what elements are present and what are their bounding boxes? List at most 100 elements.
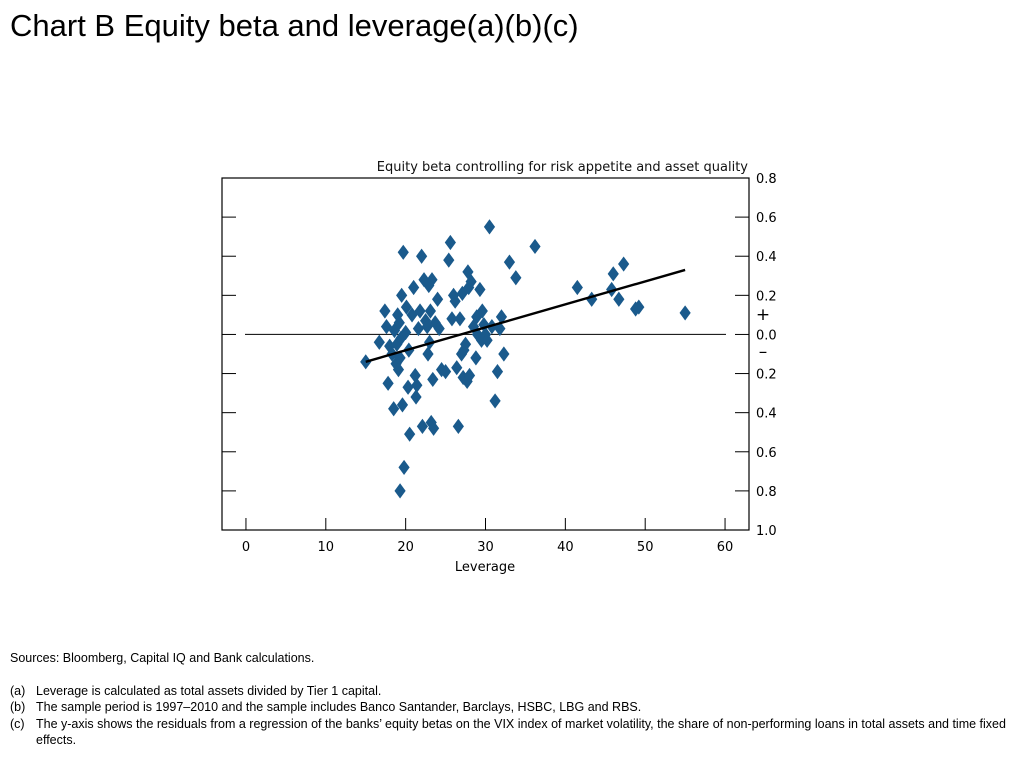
data-point: [461, 373, 473, 389]
data-point: [380, 319, 393, 335]
chart-title: Equity beta controlling for risk appetit…: [377, 160, 749, 175]
data-point: [489, 393, 501, 409]
data-point: [411, 377, 423, 393]
data-point: [422, 346, 434, 362]
data-point: [454, 311, 466, 327]
data-point: [388, 401, 400, 417]
data-point: [424, 303, 437, 319]
data-point: [396, 397, 409, 413]
x-tick-label: 0: [242, 540, 250, 555]
x-tick-label: 60: [717, 540, 734, 555]
data-point: [397, 244, 409, 260]
data-point: [586, 291, 598, 307]
data-point: [478, 317, 490, 333]
data-point: [388, 322, 401, 339]
data-point: [452, 418, 464, 434]
trend-line: [365, 268, 686, 363]
y-tick-label: 0.8: [756, 485, 777, 500]
y-tick-label: 0.4: [756, 250, 777, 265]
footnotes: Sources: Bloomberg, Capital IQ and Bank …: [10, 650, 1010, 749]
sources-note: Sources: Bloomberg, Capital IQ and Bank …: [10, 651, 315, 665]
data-point: [463, 367, 476, 384]
y-axis: 0.8 0.6 0.4 0.2 0.0 0.2 0.4 0.6 0.8 1.0: [222, 172, 777, 539]
data-point: [427, 420, 440, 436]
y-tick-label: 0.2: [756, 289, 777, 304]
data-point: [613, 291, 625, 307]
data-point: [607, 266, 619, 282]
data-point: [462, 264, 474, 280]
data-point: [425, 414, 437, 431]
data-point: [406, 307, 418, 323]
data-point: [382, 375, 394, 391]
data-point: [408, 279, 420, 296]
data-point: [471, 326, 484, 343]
data-point: [451, 360, 463, 376]
data-point: [481, 332, 493, 348]
data-point: [409, 367, 421, 384]
sign-plus: +: [756, 305, 770, 325]
data-point: [449, 293, 461, 309]
data-point: [444, 234, 456, 251]
data-point: [412, 320, 425, 337]
data-point: [421, 319, 433, 335]
data-point: [426, 272, 438, 288]
data-point: [379, 303, 391, 319]
page-title: Chart B Equity beta and leverage(a)(b)(c…: [10, 8, 579, 43]
data-point: [398, 459, 410, 476]
footnote-mark: (a): [10, 683, 26, 698]
scatter-chart: Equity beta controlling for risk appetit…: [221, 160, 777, 575]
data-point: [457, 369, 469, 386]
data-point: [393, 315, 405, 331]
footnote-a: (a) Leverage is calculated as total asse…: [10, 683, 1010, 700]
data-point: [431, 291, 444, 307]
data-point: [392, 362, 405, 378]
data-point: [465, 274, 477, 290]
footnote-b: (b) The sample period is 1997–2010 and t…: [10, 699, 1010, 716]
footnote-mark: (c): [10, 716, 25, 731]
data-point: [427, 371, 439, 388]
data-point: [373, 334, 385, 350]
data-point: [476, 303, 488, 319]
y-tick-label: 0.8: [756, 172, 777, 187]
data-point: [494, 320, 506, 337]
data-point: [400, 299, 413, 315]
data-point: [404, 426, 416, 442]
data-point: [529, 238, 541, 255]
data-point: [414, 303, 426, 319]
x-tick-label: 30: [477, 540, 494, 555]
data-point: [495, 309, 508, 325]
data-point: [392, 307, 404, 323]
x-tick-label: 20: [397, 540, 414, 555]
sign-minus: –: [759, 342, 768, 362]
data-point: [394, 350, 406, 366]
y-tick-label: 1.0: [756, 524, 777, 539]
data-point: [443, 252, 455, 268]
footnote-text: The sample period is 1997–2010 and the s…: [36, 700, 642, 714]
footnote-c: (c) The y-axis shows the residuals from …: [10, 716, 1010, 749]
data-point: [510, 270, 522, 286]
footnote-mark: (b): [10, 700, 26, 714]
y-tick-label: 0.4: [756, 407, 777, 422]
data-point: [459, 336, 472, 352]
data-point: [410, 389, 422, 405]
y-tick-label: 0.6: [756, 211, 777, 226]
y-tick-label: 0.0: [756, 328, 777, 343]
data-point: [396, 287, 408, 303]
data-point: [679, 305, 691, 321]
x-axis-label: Leverage: [455, 560, 515, 575]
data-point: [498, 346, 510, 362]
x-tick-label: 40: [557, 540, 574, 555]
footnote-text: Leverage is calculated as total assets d…: [36, 683, 382, 698]
x-axis: 0 10 20 30 40 50 60: [242, 518, 734, 555]
x-tick-label: 10: [318, 540, 335, 555]
data-point: [633, 299, 645, 315]
plot-frame: [221, 177, 750, 531]
y-tick-label: 0.6: [756, 446, 777, 461]
data-point: [400, 324, 412, 341]
data-point: [474, 281, 486, 298]
data-point: [394, 483, 406, 499]
data-point: [618, 256, 630, 272]
x-tick-label: 50: [637, 540, 654, 555]
data-point: [416, 418, 429, 434]
data-point: [433, 320, 445, 337]
